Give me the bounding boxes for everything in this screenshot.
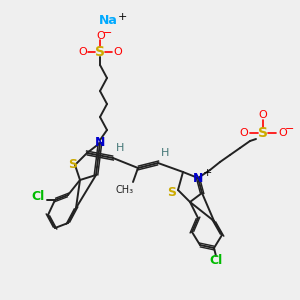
Text: −: − — [103, 28, 113, 38]
Text: O: O — [259, 110, 267, 120]
Text: Na: Na — [99, 14, 117, 26]
Text: H: H — [161, 148, 169, 158]
Text: N: N — [95, 136, 105, 149]
Text: O: O — [240, 128, 248, 138]
Text: S: S — [68, 158, 77, 172]
Text: CH₃: CH₃ — [116, 185, 134, 195]
Text: S: S — [167, 185, 176, 199]
Text: Cl: Cl — [209, 254, 223, 266]
Text: S: S — [95, 45, 105, 59]
Text: +: + — [202, 168, 212, 178]
Text: Cl: Cl — [32, 190, 45, 203]
Text: O: O — [79, 47, 87, 57]
Text: O: O — [114, 47, 122, 57]
Text: S: S — [258, 126, 268, 140]
Text: +: + — [117, 12, 127, 22]
Text: H: H — [116, 143, 124, 153]
Text: N: N — [193, 172, 203, 184]
Text: O: O — [97, 31, 105, 41]
Text: −: − — [285, 124, 295, 134]
Text: O: O — [279, 128, 287, 138]
